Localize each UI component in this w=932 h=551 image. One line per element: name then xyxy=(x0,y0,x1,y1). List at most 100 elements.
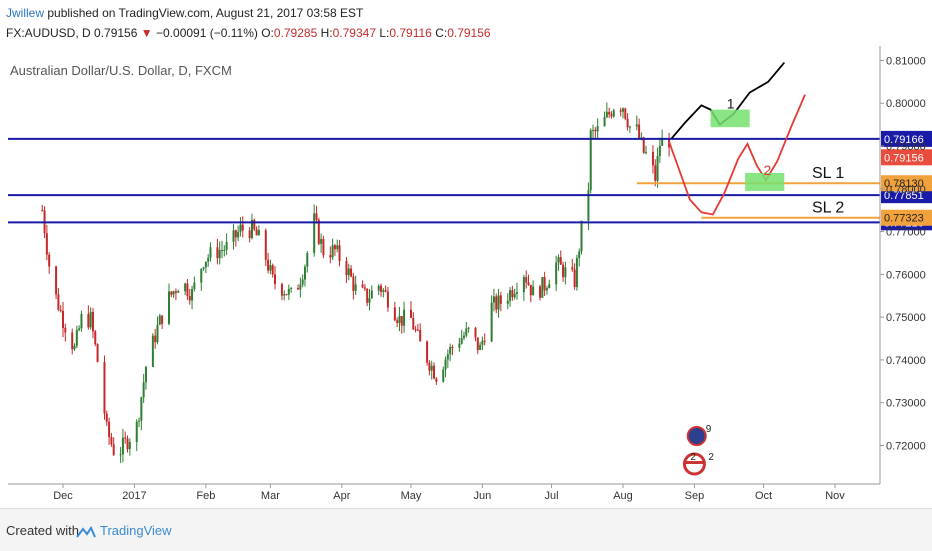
candle-body xyxy=(216,247,219,259)
candle-body xyxy=(573,269,576,288)
candle-body xyxy=(80,314,83,329)
candle-body xyxy=(271,265,274,275)
x-tick-label: May xyxy=(401,490,422,502)
event-count: 9 xyxy=(706,424,712,435)
y-tick-label: 0.81000 xyxy=(886,55,926,67)
candle-body xyxy=(75,329,78,346)
candle-body xyxy=(45,233,48,255)
candle-body xyxy=(433,365,436,379)
candle-body xyxy=(393,307,396,321)
candle-body xyxy=(409,309,412,318)
candle-body xyxy=(239,224,242,232)
candle-body xyxy=(495,296,498,310)
candle-body xyxy=(257,230,260,236)
candle-body xyxy=(557,257,560,263)
candle-body xyxy=(59,309,62,311)
candle-body xyxy=(255,229,258,236)
candle-body xyxy=(539,286,542,298)
candle-body xyxy=(350,268,353,277)
candle-body xyxy=(287,288,290,295)
candle-body xyxy=(78,328,81,330)
candle-body xyxy=(172,291,175,295)
candle-body xyxy=(333,245,336,250)
scenario-drawings[interactable]: 1 2 9 2 2 xyxy=(668,61,806,476)
candle-body xyxy=(479,344,482,350)
candle-body xyxy=(110,437,113,445)
candle-body xyxy=(253,219,256,230)
tradingview-link[interactable]: TradingView xyxy=(100,523,172,538)
candle-body xyxy=(412,317,415,330)
candle-body xyxy=(511,290,514,298)
candle-body xyxy=(382,290,385,292)
candle-body xyxy=(345,260,348,276)
candle-body xyxy=(89,311,92,328)
candle-body xyxy=(62,310,64,328)
tradingview-logo-icon xyxy=(76,525,96,538)
candle-body xyxy=(398,315,401,323)
candle-body xyxy=(128,441,131,450)
candle-body xyxy=(112,444,115,455)
candle-body xyxy=(654,165,657,181)
candle-body xyxy=(603,117,606,127)
candle-body xyxy=(94,331,97,345)
candle-body xyxy=(640,137,643,139)
candle-body xyxy=(656,156,659,181)
candle-body xyxy=(442,369,445,382)
candle-body xyxy=(269,265,272,271)
candle-body xyxy=(651,151,654,166)
high-value: 0.79347 xyxy=(332,26,376,40)
candle-body xyxy=(465,328,468,336)
candle-body xyxy=(661,138,664,146)
target-label-1: 1 xyxy=(727,96,735,112)
candle-body xyxy=(635,124,638,127)
candle-body xyxy=(352,276,355,291)
candle-body xyxy=(313,213,316,254)
candle-body xyxy=(548,284,551,289)
candle-body xyxy=(234,230,237,238)
candle-body xyxy=(467,327,470,329)
candle-body xyxy=(532,286,535,296)
price-change: −0.00091 (−0.11%) xyxy=(156,26,258,40)
candle-body xyxy=(285,294,288,296)
candle-body xyxy=(168,291,171,324)
created-with-text: Created with xyxy=(6,523,79,538)
price-label: 0.77323 xyxy=(884,213,924,225)
candle-body xyxy=(578,251,581,258)
candle-body xyxy=(451,346,454,348)
candle-body xyxy=(458,343,461,348)
candle-body xyxy=(209,247,212,258)
price-label-box xyxy=(881,130,932,147)
candle-body xyxy=(186,283,189,296)
open-label: O: xyxy=(261,26,274,40)
candle-body xyxy=(483,340,486,342)
candle-body xyxy=(331,245,334,258)
price-label-box xyxy=(881,209,932,226)
candle-body xyxy=(414,329,417,331)
candle-body xyxy=(64,327,67,333)
ohlc-legend: FX:AUDUSD, D 0.79156 ▼ −0.00091 (−0.11%)… xyxy=(6,26,491,40)
author-link[interactable]: Jwillew xyxy=(6,6,45,20)
candle-body xyxy=(366,288,369,303)
candle-body xyxy=(545,288,548,291)
candle-body xyxy=(96,344,99,362)
stop-loss-text: SL 2 xyxy=(812,200,844,217)
candle-body xyxy=(297,288,300,290)
candle-body xyxy=(301,279,304,285)
candle-body xyxy=(476,337,479,350)
candle-body xyxy=(55,266,58,295)
chart-title: Australian Dollar/U.S. Dollar, D, FXCM xyxy=(10,63,232,78)
candle-body xyxy=(462,335,465,339)
candle-body xyxy=(642,137,645,153)
candle-body xyxy=(283,294,286,296)
candle-body xyxy=(108,421,111,438)
x-tick-label: 2017 xyxy=(122,490,146,502)
candle-body xyxy=(492,296,495,303)
candle-body xyxy=(608,111,611,115)
candle-body xyxy=(177,291,180,293)
candle-body xyxy=(105,413,108,422)
x-tick-label: Dec xyxy=(53,490,73,502)
stop-loss-text: SL 1 xyxy=(812,165,844,182)
event-count: 2 xyxy=(690,452,696,463)
